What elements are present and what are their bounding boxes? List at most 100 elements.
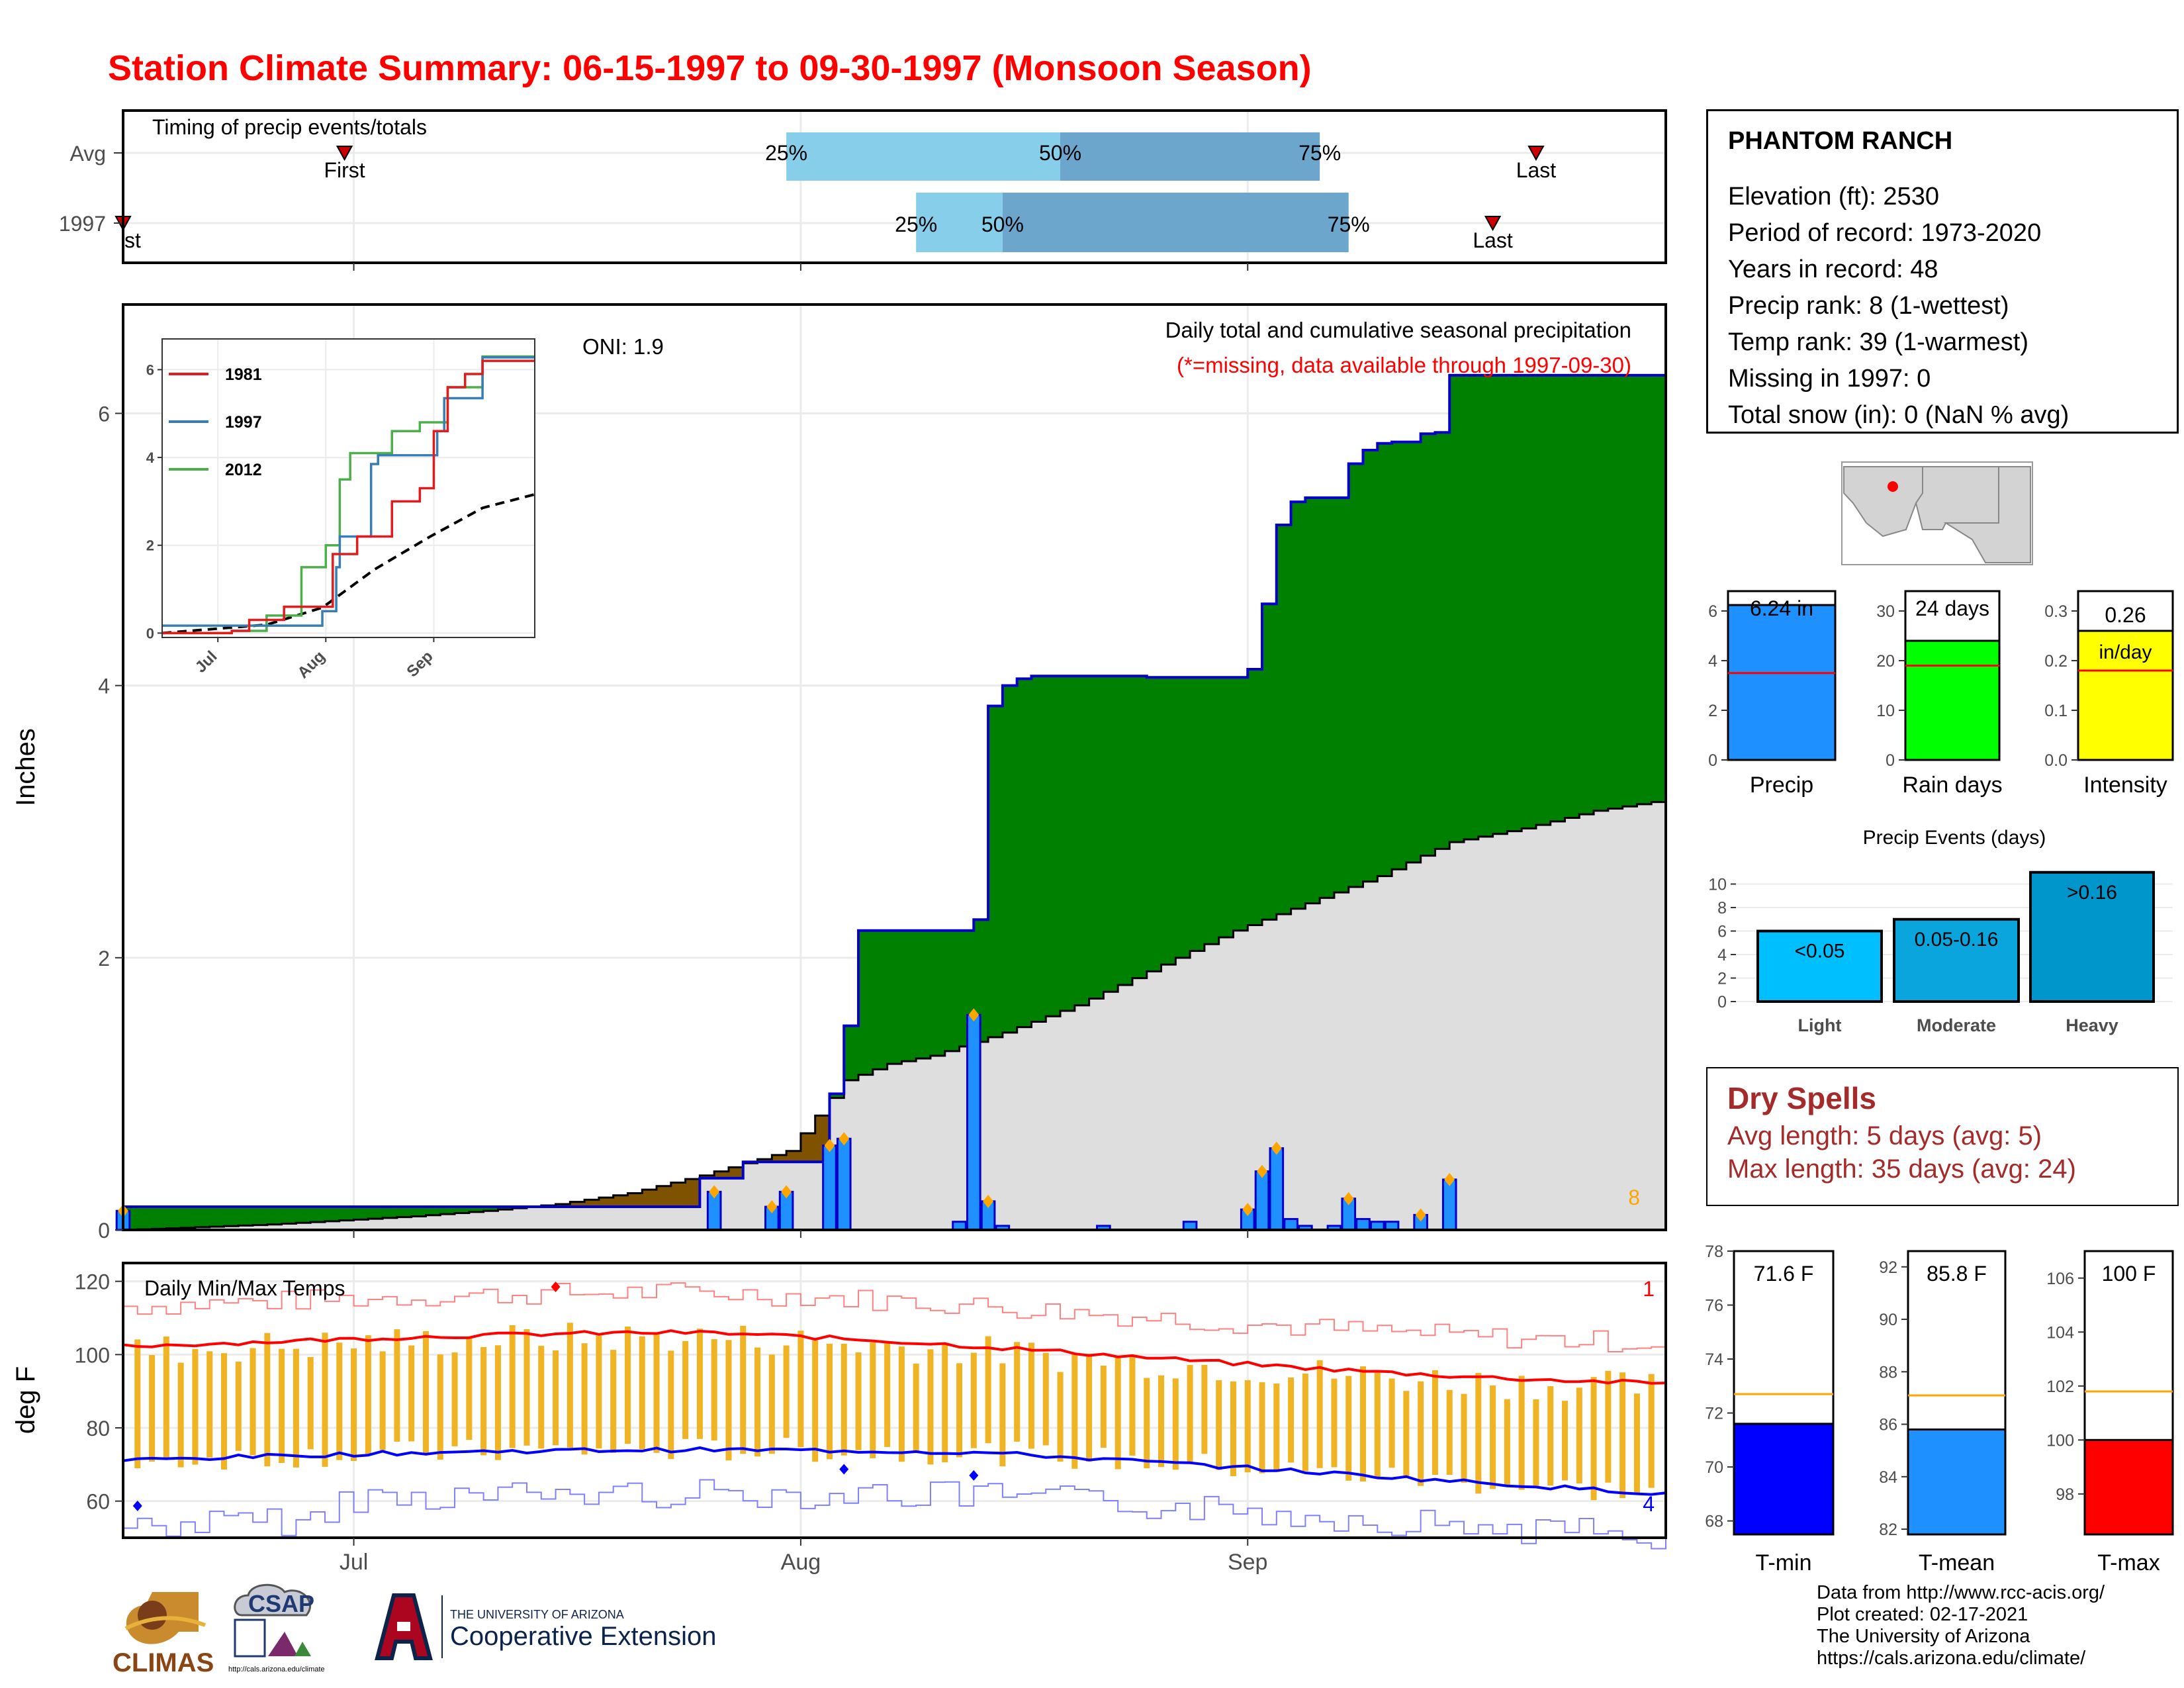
surplus-segment — [1348, 463, 1364, 887]
daily-temp-range-bar — [1518, 1376, 1525, 1490]
daily-temp-range-bar — [163, 1336, 169, 1458]
heavy-day-marker — [781, 1185, 792, 1199]
inset-legend-label: 1997 — [225, 413, 262, 432]
daily-temp-range-bar — [149, 1354, 156, 1462]
daily-temp-range-bar — [1144, 1378, 1150, 1469]
events-y-tick-label: 6 — [1717, 923, 1727, 941]
map-station-point — [1888, 481, 1898, 492]
surplus-segment — [1594, 375, 1609, 811]
daily-temp-range-bar — [1216, 1380, 1222, 1470]
surplus-segment — [253, 1207, 268, 1225]
event-category-label: Heavy — [2066, 1015, 2118, 1035]
surplus-segment — [498, 1207, 513, 1210]
daily-temp-range-bar — [1418, 1381, 1424, 1486]
precip-chart: Daily total and cumulative seasonal prec… — [11, 303, 1667, 1243]
surplus-segment — [887, 930, 903, 1064]
event-bar — [1893, 917, 2020, 1003]
daily-temp-range-bar — [1086, 1354, 1093, 1462]
event-bar-label: <0.05 — [1795, 941, 1845, 962]
y1997-25-50-bar — [916, 193, 1003, 252]
surplus-segment — [1233, 677, 1249, 931]
surplus-segment — [209, 1207, 225, 1227]
y1997-50-75-bar — [1002, 193, 1349, 252]
surplus-segment — [1218, 677, 1234, 937]
mini-bar-y-tick-label: 98 — [2056, 1485, 2074, 1504]
surplus-segment — [944, 930, 960, 1051]
timing-title: Timing of precip events/totals — [152, 115, 427, 139]
event-bar — [1756, 929, 1883, 1003]
station-temp-rank: Temp rank: 39 (1-warmest) — [1728, 328, 2029, 356]
mini-bar-value — [1907, 1428, 2007, 1536]
record-max-marker — [551, 1281, 561, 1292]
ua-logo-small-text: THE UNIVERSITY OF ARIZONA — [450, 1608, 624, 1621]
csap-url: http://cals.arizona.edu/climate — [228, 1665, 325, 1673]
mini-bar-y-tick-label: 10 — [1876, 702, 1895, 720]
daily-temp-range-bar — [451, 1352, 458, 1446]
daily-temp-range-bar — [1533, 1399, 1539, 1487]
daily-temp-range-bar — [783, 1345, 790, 1438]
daily-temp-range-bar — [639, 1336, 645, 1450]
temp-y-tick-label: 100 — [75, 1343, 110, 1367]
mini-bar-value-label: 85.8 F — [1927, 1262, 1987, 1286]
surplus-segment — [383, 1207, 398, 1218]
mini-bar-y-tick-label: 30 — [1876, 602, 1895, 621]
station-period: Period of record: 1973-2020 — [1728, 219, 2042, 247]
avg-last-label: Last — [1516, 158, 1557, 182]
daily-temp-range-bar — [1230, 1381, 1236, 1477]
surplus-segment — [858, 930, 874, 1075]
logos: CLIMAS CSAP http://cals.arizona.edu/clim… — [113, 1583, 716, 1677]
daily-temp-range-bar — [1432, 1370, 1438, 1476]
y1997-last-marker — [1484, 216, 1502, 232]
deficit-segment — [700, 1175, 715, 1178]
daily-temp-range-bar — [322, 1333, 328, 1467]
heavy-day-marker — [1343, 1192, 1354, 1205]
surplus-segment — [1565, 375, 1580, 818]
inset-y-tick-label: 4 — [146, 449, 155, 466]
daily-temp-range-bar — [1619, 1372, 1626, 1499]
precip-y-tick-label: 4 — [98, 675, 110, 698]
daily-temp-range-bar — [1648, 1374, 1655, 1488]
surplus-segment — [353, 1207, 369, 1220]
surplus-segment — [455, 1207, 470, 1213]
mini-bar-category-label: Precip — [1750, 773, 1813, 798]
daily-precip-bar — [966, 1013, 981, 1231]
heavy-day-marker — [709, 1185, 720, 1199]
daily-temp-range-bar — [394, 1329, 400, 1442]
surplus-segment — [1435, 432, 1451, 849]
mini-bar-y-tick-label: 0 — [1708, 751, 1717, 770]
daily-precip-bar — [1283, 1218, 1298, 1231]
surplus-segment — [440, 1207, 455, 1215]
daily-temp-range-bar — [1187, 1364, 1193, 1464]
daily-temp-range-bar — [754, 1347, 761, 1457]
temp-x-tick-label: Jul — [340, 1550, 368, 1575]
temp-rank-max-label: 1 — [1643, 1277, 1655, 1301]
daily-temp-range-bar — [1316, 1360, 1323, 1468]
ua-logo: THE UNIVERSITY OF ARIZONA Cooperative Ex… — [375, 1593, 716, 1660]
mini-bar-y-tick-label: 2 — [1708, 702, 1717, 720]
surplus-segment — [1074, 676, 1090, 1006]
surplus-segment — [1103, 676, 1118, 992]
daily-temp-range-bar — [740, 1325, 747, 1454]
daily-temp-range-bar — [682, 1340, 689, 1439]
mini-bar-y-tick-label: 72 — [1705, 1405, 1723, 1423]
heavy-day-marker — [766, 1200, 778, 1214]
temp-y-axis-label: deg F — [11, 1366, 40, 1434]
daily-temp-range-bar — [797, 1331, 804, 1448]
deficit-segment — [670, 1182, 686, 1207]
deficit-segment — [613, 1195, 629, 1207]
surplus-segment — [988, 706, 1003, 1037]
timing-row-label-1997: 1997 — [59, 212, 106, 236]
mini-bar-y-tick-label: 0.3 — [2044, 602, 2068, 621]
mini-bar-value — [2077, 630, 2174, 761]
mini-bar-y-tick-label: 106 — [2046, 1270, 2074, 1288]
mini-bar-value — [2083, 1438, 2174, 1536]
inset-avg-line — [161, 492, 535, 635]
avg-max-temp-line — [122, 1329, 1666, 1385]
station-years: Years in record: 48 — [1728, 256, 1938, 283]
surplus-segment — [396, 1207, 412, 1217]
daily-temp-range-bar — [1158, 1375, 1165, 1468]
daily-temp-range-bar — [1360, 1366, 1367, 1482]
daily-temp-range-bar — [1302, 1373, 1308, 1472]
deficit-segment — [598, 1197, 614, 1207]
